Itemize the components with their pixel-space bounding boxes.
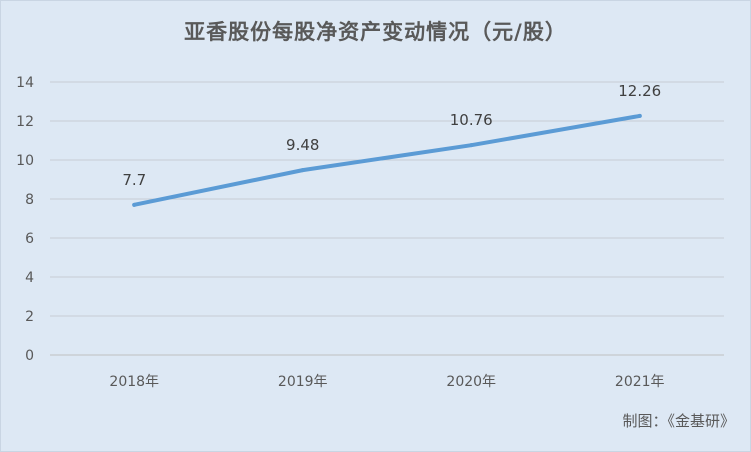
x-tick-label: 2019年 bbox=[278, 374, 328, 390]
data-label: 12.26 bbox=[618, 82, 661, 100]
x-tick-label: 2018年 bbox=[109, 374, 159, 390]
chart-title: 亚香股份每股净资产变动情况（元/股） bbox=[184, 20, 567, 44]
y-tick-label: 8 bbox=[25, 192, 34, 208]
y-tick-label: 0 bbox=[25, 348, 34, 364]
y-tick-label: 6 bbox=[25, 231, 34, 247]
data-label: 9.48 bbox=[286, 136, 319, 154]
data-point bbox=[132, 202, 137, 207]
x-tick-label: 2021年 bbox=[615, 374, 665, 390]
y-tick-label: 14 bbox=[16, 75, 34, 91]
x-tick-label: 2020年 bbox=[446, 374, 496, 390]
data-point bbox=[300, 168, 305, 173]
series-line bbox=[132, 113, 642, 207]
y-tick-label: 4 bbox=[25, 270, 34, 286]
data-label: 7.7 bbox=[122, 171, 146, 189]
y-tick-label: 2 bbox=[25, 309, 34, 325]
y-tick-label: 10 bbox=[16, 153, 34, 169]
y-tick-label: 12 bbox=[16, 114, 34, 130]
source-credit: 制图：《金基研》 bbox=[622, 412, 735, 430]
data-point bbox=[637, 113, 642, 118]
data-label: 10.76 bbox=[450, 111, 493, 129]
data-point bbox=[469, 143, 474, 148]
